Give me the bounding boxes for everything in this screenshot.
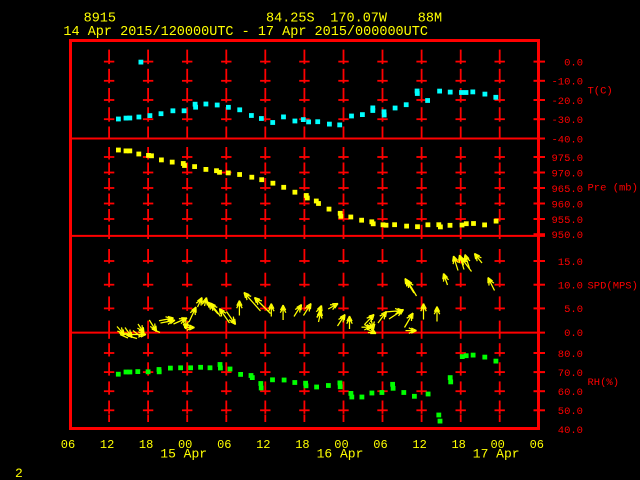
svg-text:950.0: 950.0 xyxy=(551,230,583,242)
svg-text:18: 18 xyxy=(451,438,465,452)
svg-text:-40.0: -40.0 xyxy=(551,134,583,146)
svg-text:84.25S: 84.25S xyxy=(266,12,315,27)
svg-text:170.07W: 170.07W xyxy=(330,12,388,27)
svg-text:-10.0: -10.0 xyxy=(551,77,583,89)
svg-text:5.0: 5.0 xyxy=(564,304,583,316)
svg-text:06: 06 xyxy=(61,438,75,452)
svg-text:40.0: 40.0 xyxy=(558,425,583,437)
svg-text:SPD(MPS): SPD(MPS) xyxy=(588,280,638,292)
svg-text:06: 06 xyxy=(373,438,387,452)
svg-text:88M: 88M xyxy=(418,12,442,27)
svg-text:Pre (mb): Pre (mb) xyxy=(588,183,638,195)
svg-text:T(C): T(C) xyxy=(588,85,613,97)
svg-text:00: 00 xyxy=(490,438,504,452)
svg-text:14 Apr 2015/120000UTC - 17 Apr: 14 Apr 2015/120000UTC - 17 Apr 2015/0000… xyxy=(63,25,428,40)
svg-text:-30.0: -30.0 xyxy=(551,115,583,127)
svg-text:975.0: 975.0 xyxy=(551,153,583,165)
svg-text:06: 06 xyxy=(217,438,231,452)
svg-text:50.0: 50.0 xyxy=(558,406,583,418)
svg-text:12: 12 xyxy=(100,438,114,452)
svg-text:15 Apr: 15 Apr xyxy=(160,447,207,462)
svg-text:2: 2 xyxy=(15,466,23,480)
svg-text:15.0: 15.0 xyxy=(558,257,583,269)
svg-text:-20.0: -20.0 xyxy=(551,96,583,108)
svg-text:60.0: 60.0 xyxy=(558,387,583,399)
svg-text:18: 18 xyxy=(295,438,309,452)
svg-text:18: 18 xyxy=(139,438,153,452)
svg-text:8915: 8915 xyxy=(84,12,116,27)
svg-text:12: 12 xyxy=(412,438,426,452)
svg-text:0.0: 0.0 xyxy=(564,328,583,340)
svg-text:960.0: 960.0 xyxy=(551,199,583,211)
svg-text:12: 12 xyxy=(256,438,270,452)
svg-text:0.0: 0.0 xyxy=(564,57,583,69)
svg-text:RH(%): RH(%) xyxy=(588,377,620,389)
svg-text:00: 00 xyxy=(178,438,192,452)
svg-text:970.0: 970.0 xyxy=(551,168,583,180)
svg-text:80.0: 80.0 xyxy=(558,349,583,361)
svg-text:00: 00 xyxy=(334,438,348,452)
svg-text:16 Apr: 16 Apr xyxy=(317,447,364,462)
svg-text:965.0: 965.0 xyxy=(551,184,583,196)
svg-text:10.0: 10.0 xyxy=(558,281,583,293)
svg-text:06: 06 xyxy=(530,438,544,452)
svg-text:955.0: 955.0 xyxy=(551,215,583,227)
svg-text:17 Apr: 17 Apr xyxy=(473,447,520,462)
svg-text:70.0: 70.0 xyxy=(558,368,583,380)
